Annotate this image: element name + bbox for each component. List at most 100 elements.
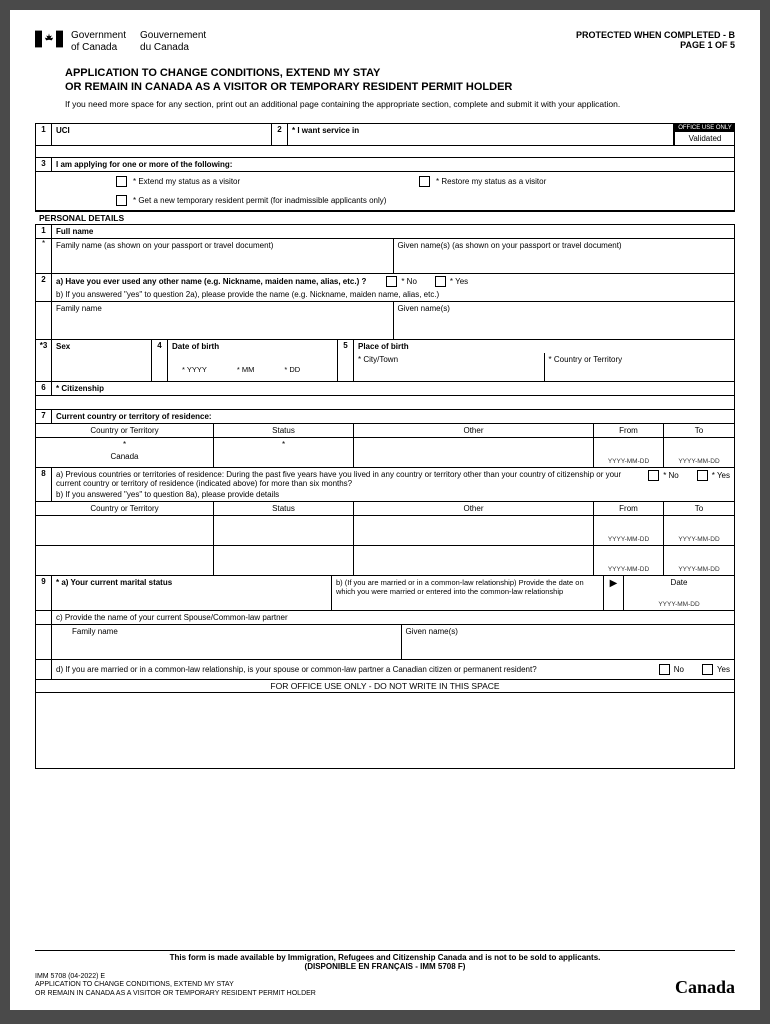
col-from2: From (594, 502, 664, 515)
col-country2: Country or Territory (36, 502, 214, 515)
date-fmt5: YYYY-MM-DD (608, 566, 649, 573)
p3-star: *3 (36, 340, 52, 381)
office-only-bar: FOR OFFICE USE ONLY - DO NOT WRITE IN TH… (36, 680, 734, 693)
residence-label: Current country or territory of residenc… (52, 410, 734, 423)
canada-wordmark: Canada (675, 977, 735, 998)
gov-fr-1: Gouvernement (140, 30, 206, 42)
date-fmt7: YYYY-MM-DD (628, 601, 730, 608)
spouse-family-field[interactable]: Family name (52, 625, 402, 659)
form-page: Government of Canada Gouvernement du Can… (10, 10, 760, 1010)
q2-number: 2 (272, 124, 288, 145)
col-to: To (664, 424, 734, 437)
date-fmt: YYYY-MM-DD (608, 458, 649, 465)
footer-title1: APPLICATION TO CHANGE CONDITIONS, EXTEND… (35, 981, 316, 989)
date-fmt2: YYYY-MM-DD (678, 458, 719, 465)
pob-label: Place of birth (354, 340, 734, 353)
page-footer: This form is made available by Immigrati… (35, 950, 735, 998)
footer-title2: OR REMAIN IN CANADA AS A VISITOR OR TEMP… (35, 990, 316, 998)
q1-label: UCI (52, 124, 272, 145)
page-number: PAGE 1 OF 5 (576, 40, 735, 50)
checkbox-othername-yes[interactable] (435, 276, 446, 287)
required-star: * (36, 239, 52, 273)
date-fmt4: YYYY-MM-DD (678, 536, 719, 543)
given-name-field[interactable]: Given name(s) (as shown on your passport… (394, 239, 735, 273)
citizenship-label: * Citizenship (52, 382, 734, 395)
checkbox-othername-no[interactable] (386, 276, 397, 287)
yyyy-label: * YYYY (182, 365, 207, 374)
date-fmt6: YYYY-MM-DD (678, 566, 719, 573)
checkbox-prev-no[interactable] (648, 470, 659, 481)
p9d-label: d) If you are married or in a common-law… (56, 665, 639, 674)
no3-label: No (674, 665, 684, 674)
given-hint: Given name(s) (as shown on your passport… (398, 241, 622, 250)
no-label: * No (401, 277, 417, 286)
mm-label: * MM (237, 365, 255, 374)
instructions: If you need more space for any section, … (65, 99, 735, 109)
opt-restore: * Restore my status as a visitor (436, 177, 546, 186)
given-label: Given name(s) (398, 304, 450, 313)
p2-number: 2 (36, 274, 52, 301)
gov-en-1: Government (71, 30, 126, 42)
p8-number: 8 (36, 468, 52, 501)
city-field[interactable]: * City/Town (354, 353, 545, 381)
dob-label: Date of birth (172, 342, 333, 351)
section-personal: 1 Full name * Family name (as shown on y… (35, 225, 735, 769)
other-family-field[interactable]: Family name (52, 302, 394, 339)
checkbox-extend[interactable] (116, 176, 127, 187)
family-label: Family name (56, 304, 102, 313)
p5-number: 5 (338, 340, 354, 381)
protection-label: PROTECTED WHEN COMPLETED - B PAGE 1 OF 5 (576, 30, 735, 50)
p6-number: 6 (36, 382, 52, 395)
section-top: 1 UCI 2 * I want service in OFFICE USE O… (35, 123, 735, 211)
col-to2: To (664, 502, 734, 515)
p2a-label: a) Have you ever used any other name (e.… (56, 277, 366, 286)
col-from: From (594, 424, 664, 437)
city-label: * City/Town (358, 355, 398, 364)
footer-line1: This form is made available by Immigrati… (35, 950, 735, 962)
dd-label: * DD (284, 365, 300, 374)
p1-number: 1 (36, 225, 52, 238)
q3-number: 3 (36, 158, 52, 171)
form-number: IMM 5708 (04-2022) E (35, 973, 316, 981)
q3-label: I am applying for one or more of the fol… (52, 158, 734, 171)
title-line1: APPLICATION TO CHANGE CONDITIONS, EXTEND… (65, 66, 735, 80)
p9a-label: * a) Your current marital status (52, 576, 332, 610)
checkbox-restore[interactable] (419, 176, 430, 187)
canada-value: Canada (40, 452, 209, 461)
gov-fr-2: du Canada (140, 42, 206, 54)
checkbox-prev-yes[interactable] (697, 470, 708, 481)
opt-extend: * Extend my status as a visitor (133, 177, 413, 186)
p4-number: 4 (152, 340, 168, 381)
canada-flag-icon (35, 30, 63, 48)
p9b-label: b) (If you are married or in a common-la… (332, 576, 604, 610)
col-status2: Status (214, 502, 354, 515)
gov-en-2: of Canada (71, 42, 126, 54)
country-field[interactable]: * Country or Territory (545, 353, 735, 381)
protected-text: PROTECTED WHEN COMPLETED - B (576, 30, 735, 40)
page-header: Government of Canada Gouvernement du Can… (35, 30, 735, 54)
opt-newpermit: * Get a new temporary resident permit (f… (133, 196, 386, 205)
date-label: Date (628, 578, 730, 587)
office-space (36, 693, 734, 768)
checkbox-spouse-yes[interactable] (702, 664, 713, 675)
col-status: Status (214, 424, 354, 437)
government-logo: Government of Canada Gouvernement du Can… (35, 30, 206, 54)
spouse-given-field[interactable]: Given name(s) (402, 625, 735, 659)
spouse-given-label: Given name(s) (406, 627, 458, 636)
family-name-field[interactable]: Family name (as shown on your passport o… (52, 239, 394, 273)
checkbox-spouse-no[interactable] (659, 664, 670, 675)
arrow-icon: ▶ (610, 578, 618, 589)
p8a-label: a) Previous countries or territories of … (56, 470, 640, 488)
q1-number: 1 (36, 124, 52, 145)
footer-line2: (DISPONIBLE EN FRANÇAIS - IMM 5708 F) (35, 962, 735, 971)
p2b-label: b) If you answered "yes" to question 2a)… (56, 290, 730, 299)
yes-label: * Yes (450, 277, 468, 286)
checkbox-newpermit[interactable] (116, 195, 127, 206)
other-given-field[interactable]: Given name(s) (394, 302, 735, 339)
p9-number: 9 (36, 576, 52, 610)
p7-number: 7 (36, 410, 52, 423)
sex-label: Sex (52, 340, 152, 381)
col-country: Country or Territory (36, 424, 214, 437)
col-other: Other (354, 424, 594, 437)
validated-label: Validated (675, 132, 735, 145)
